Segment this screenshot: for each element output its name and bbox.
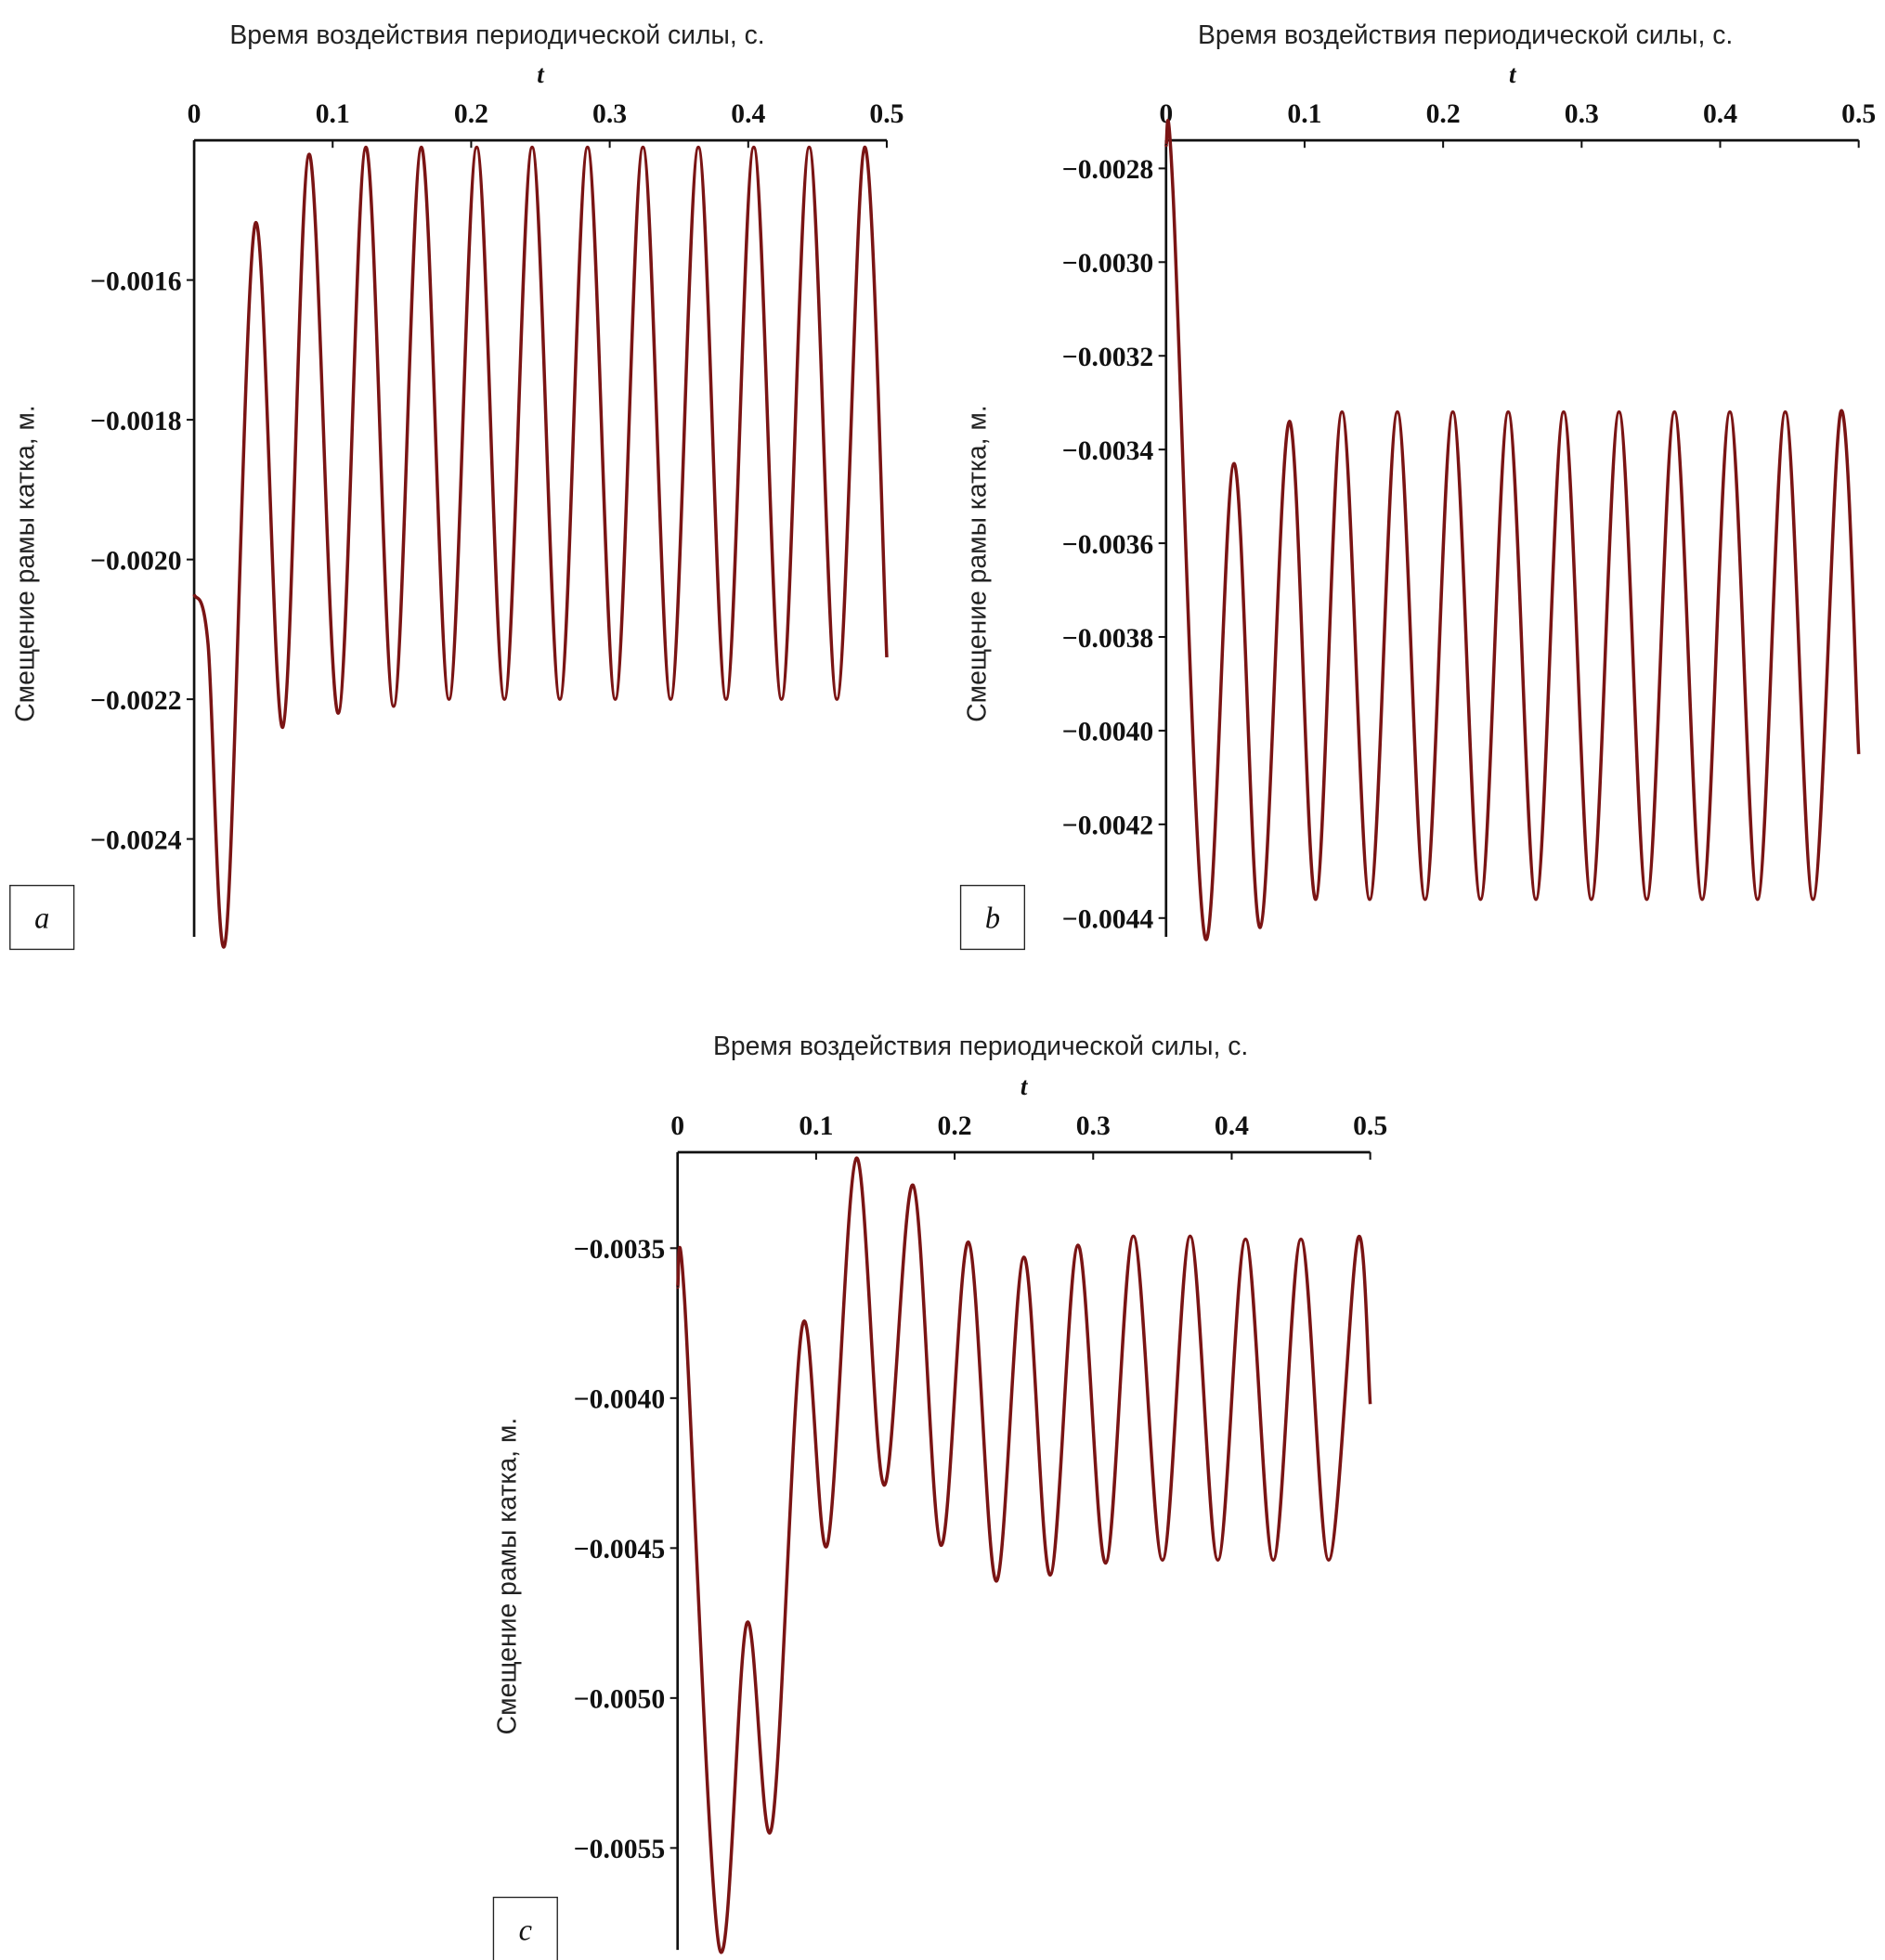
y-tick-label: −0.0024: [90, 825, 182, 855]
chart-title: Время воздействия периодической силы, с.: [1198, 20, 1733, 50]
x-tick-label: 0.5: [1353, 1111, 1387, 1141]
panel-label: c: [519, 1914, 533, 1947]
chart-title: Время воздействия периодической силы, с.: [713, 1032, 1248, 1061]
chart: Время воздействия периодической силы, с.…: [959, 20, 1876, 951]
x-tick-label: 0.2: [938, 1111, 972, 1141]
panel-label-box: [492, 1896, 558, 1960]
x-tick-label: 0.1: [316, 99, 350, 129]
y-tick-label: −0.0042: [1062, 811, 1153, 841]
y-tick-label: −0.0028: [1062, 155, 1153, 185]
panel-label-box: [9, 884, 75, 951]
x-tick-label: 0.1: [1287, 99, 1321, 129]
x-tick-label: 0.4: [731, 99, 765, 129]
panel-label-box: [959, 884, 1026, 951]
y-tick-label: −0.0045: [574, 1535, 665, 1564]
data-line: [1164, 119, 1861, 941]
y-tick-label: −0.0040: [1062, 718, 1153, 747]
y-tick-label: −0.0036: [1062, 530, 1153, 560]
y-tick-label: −0.0038: [1062, 624, 1153, 654]
y-tick-label: −0.0032: [1062, 343, 1153, 372]
x-tick-label: 0: [188, 99, 202, 129]
y-tick-label: −0.0044: [1062, 905, 1154, 935]
x-tick-label: 0: [670, 1111, 684, 1141]
data-line: [192, 145, 889, 949]
chart-title: Время воздействия периодической силы, с.: [229, 20, 764, 50]
y-tick-label: −0.0055: [574, 1835, 665, 1864]
x-tick-label: 0.2: [1426, 99, 1461, 129]
y-tick-label: −0.0030: [1062, 249, 1153, 279]
x-tick-label: 0.4: [1215, 1111, 1249, 1141]
y-tick-label: −0.0020: [90, 546, 181, 576]
x-tick-label: 0.4: [1703, 99, 1737, 129]
x-axis-label: t: [537, 60, 545, 88]
chart: Время воздействия периодической силы, с.…: [9, 20, 904, 951]
panel-label: b: [985, 902, 1000, 936]
chart: Время воздействия периодической силы, с.…: [493, 1032, 1387, 1960]
y-tick-label: −0.0034: [1062, 436, 1154, 466]
x-tick-label: 0.1: [799, 1111, 833, 1141]
y-tick-label: −0.0018: [90, 407, 181, 436]
y-tick-label: −0.0050: [574, 1685, 665, 1715]
data-line: [675, 1156, 1372, 1954]
x-tick-label: 0.3: [1076, 1111, 1111, 1141]
y-tick-label: −0.0016: [90, 266, 181, 296]
y-axis-label: Смещение рамы катка, м.: [493, 1418, 523, 1735]
x-tick-label: 0.5: [869, 99, 904, 129]
x-tick-label: 0.3: [592, 99, 627, 129]
y-tick-label: −0.0022: [90, 686, 181, 716]
y-tick-label: −0.0040: [574, 1385, 665, 1415]
panel-label: a: [34, 902, 49, 936]
x-tick-label: 0.2: [454, 99, 488, 129]
y-axis-label: Смещение рамы катка, м.: [10, 405, 40, 722]
y-tick-label: −0.0035: [574, 1235, 665, 1265]
y-axis-label: Смещение рамы катка, м.: [963, 405, 993, 722]
x-axis-label: t: [1020, 1072, 1029, 1100]
x-tick-label: 0.3: [1565, 99, 1599, 129]
x-tick-label: 0.5: [1841, 99, 1876, 129]
x-axis-label: t: [1509, 60, 1517, 88]
